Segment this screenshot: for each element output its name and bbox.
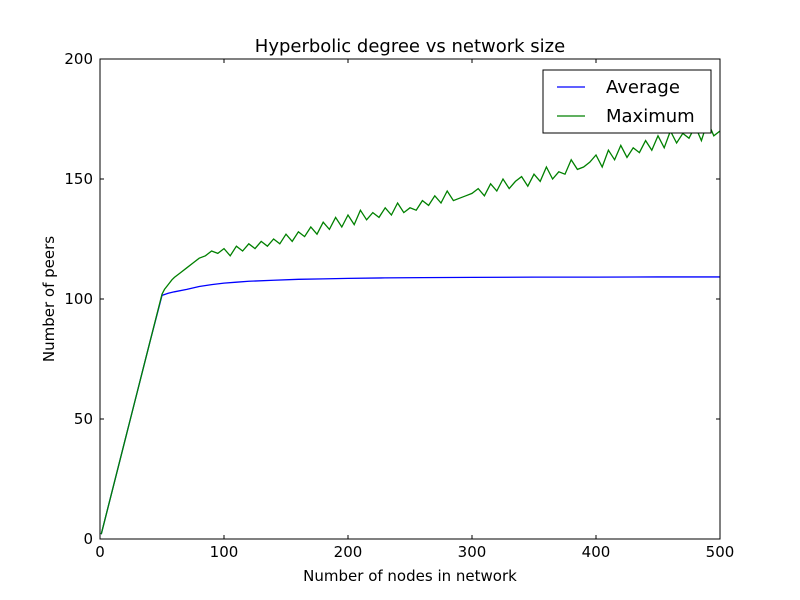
y-axis-label: Number of peers bbox=[40, 236, 58, 362]
legend-label-maximum: Maximum bbox=[606, 106, 695, 127]
x-tick-label: 0 bbox=[95, 543, 105, 561]
y-tick-label: 0 bbox=[83, 530, 93, 548]
x-tick-label: 400 bbox=[582, 543, 611, 561]
y-tick-label: 200 bbox=[64, 50, 93, 68]
y-tick-label: 150 bbox=[64, 170, 93, 188]
chart-title: Hyperbolic degree vs network size bbox=[255, 36, 565, 57]
x-axis-label: Number of nodes in network bbox=[303, 567, 517, 585]
plot-frame bbox=[99, 58, 721, 540]
x-tick-label: 300 bbox=[458, 543, 487, 561]
y-tick-label: 100 bbox=[64, 290, 93, 308]
legend-box bbox=[542, 69, 712, 134]
x-tick-label: 200 bbox=[334, 543, 363, 561]
y-tick-label: 50 bbox=[74, 410, 93, 428]
x-tick-label: 500 bbox=[706, 543, 735, 561]
legend: Average Maximum bbox=[542, 69, 712, 134]
x-tick-label: 100 bbox=[210, 543, 239, 561]
ticks-layer: 0 100 200 300 400 500 0 50 100 150 200 bbox=[64, 50, 734, 561]
series-layer bbox=[100, 119, 721, 535]
series-line-maximum bbox=[100, 119, 721, 535]
legend-label-average: Average bbox=[606, 77, 680, 98]
